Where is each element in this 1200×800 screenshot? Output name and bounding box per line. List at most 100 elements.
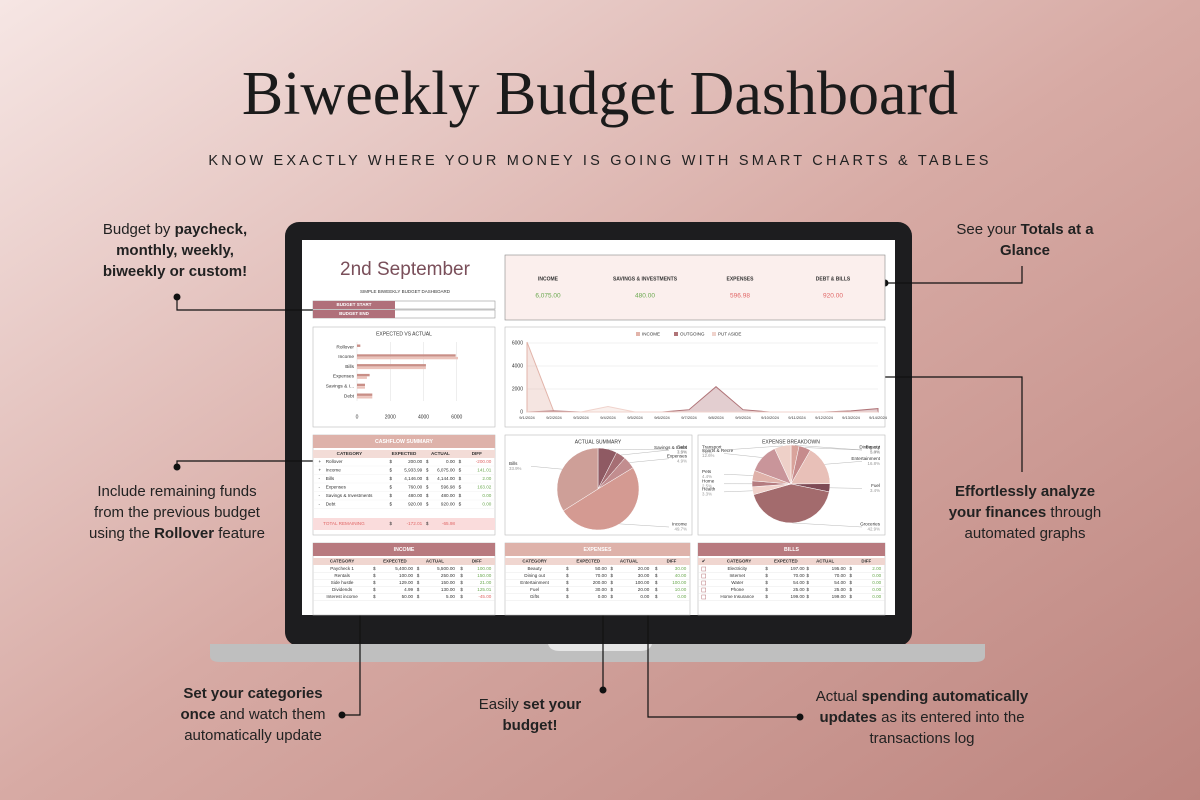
table-header-band <box>313 450 495 458</box>
currency: $ <box>389 521 392 526</box>
currency: $ <box>460 573 463 578</box>
row-category: Income <box>326 468 342 473</box>
callout-segment: as its entered into the <box>877 709 1025 726</box>
callout-text: Glance <box>1000 242 1050 259</box>
currency: $ <box>849 573 852 578</box>
x-tick-label: 9/4/2024 <box>600 415 616 420</box>
row-category: Rollover <box>326 459 343 464</box>
x-tick-label: 9/6/2024 <box>654 415 670 420</box>
column-header: CATEGORY <box>330 559 354 564</box>
table-title-band <box>313 435 495 448</box>
currency: $ <box>806 573 809 578</box>
currency: $ <box>610 594 613 599</box>
diff: 21.00 <box>480 580 492 585</box>
pie-label: Bills <box>509 461 518 466</box>
currency: $ <box>610 587 613 592</box>
currency: $ <box>426 502 429 507</box>
diff: 0.00 <box>482 493 491 498</box>
legend-swatch <box>712 332 716 336</box>
row-sign: + <box>318 459 321 464</box>
currency: $ <box>655 580 658 585</box>
row-category: Fuel <box>530 587 539 592</box>
y-tick-label: Debt <box>344 393 355 399</box>
bar <box>357 396 373 399</box>
pie-label: Health <box>702 487 716 492</box>
currency: $ <box>765 594 768 599</box>
x-tick-label: 9/2/2024 <box>546 415 562 420</box>
callout-segment: Glance <box>1000 242 1050 259</box>
bar <box>357 354 456 357</box>
bar <box>357 383 365 387</box>
amount: 129.00 <box>399 580 413 585</box>
pie-slice <box>556 447 599 512</box>
row-category: Dividends <box>332 587 353 592</box>
callout-text: Include remaining funds <box>97 483 256 500</box>
row-category: Gifts <box>530 594 540 599</box>
table-title: BILLS <box>784 547 800 553</box>
column-header: EXPECTED <box>383 559 407 564</box>
column-header: EXPECTED <box>774 559 798 564</box>
column-header: ✔ <box>702 559 706 564</box>
x-tick-label: 9/12/2024 <box>815 415 834 420</box>
currency: $ <box>566 587 569 592</box>
callout-text: Budget by paycheck, <box>103 221 247 238</box>
column-header: DIFF <box>472 559 482 564</box>
pie-leader <box>620 449 670 456</box>
total-amount: -65.98 <box>442 521 455 526</box>
column-header: ACTUAL <box>620 559 638 564</box>
column-header: CATEGORY <box>522 559 546 564</box>
leader-line <box>176 297 313 311</box>
amount: 130.00 <box>441 587 455 592</box>
row-category: Beauty <box>527 566 542 571</box>
currency: $ <box>389 502 392 507</box>
table-title: INCOME <box>394 547 415 553</box>
pie-value-label: 7.0% <box>702 450 712 455</box>
callout-text: biweekly or custom! <box>103 263 247 280</box>
pie-label: Sports & Recre <box>702 448 734 453</box>
diff: 125.01 <box>477 587 491 592</box>
y-tick-label: 6000 <box>512 340 523 346</box>
pie-leader <box>607 448 670 451</box>
x-tick-label: 0 <box>356 414 359 420</box>
table-header-band <box>698 558 885 565</box>
currency: $ <box>417 594 420 599</box>
currency: $ <box>417 566 420 571</box>
currency: $ <box>417 573 420 578</box>
currency: $ <box>389 476 392 481</box>
column-header: DIFF <box>667 559 677 564</box>
pie-leader <box>530 466 563 470</box>
pie-value-label: 16.8% <box>868 461 881 466</box>
amount: 54.00 <box>834 580 846 585</box>
pie-label: Savings & Inves <box>654 445 688 450</box>
diff: 163.02 <box>477 485 491 490</box>
total-amount: -172.01 <box>407 521 423 526</box>
leader-dot <box>338 711 346 719</box>
callout-text: monthly, weekly, <box>116 242 234 259</box>
table-title-band <box>505 543 690 556</box>
amount: 5,500.00 <box>437 566 455 571</box>
total-label: DEBT & BILLS <box>816 276 851 282</box>
row-category: Bills <box>326 476 335 481</box>
callout-segment: using the <box>89 525 154 542</box>
callout-text: from the previous budget <box>94 504 261 521</box>
callout-segment: transactions log <box>869 730 974 747</box>
pie-slice <box>562 467 640 531</box>
currency: $ <box>459 493 462 498</box>
pie-label: Home <box>702 479 715 484</box>
amount: 30.00 <box>595 587 607 592</box>
callout-text: automated graphs <box>965 525 1086 542</box>
chart-title: EXPECTED VS ACTUAL <box>376 331 432 337</box>
pie-value-label: 3.4% <box>870 488 880 493</box>
currency: $ <box>459 485 462 490</box>
currency: $ <box>655 594 658 599</box>
callout-text: once and watch them <box>180 706 325 723</box>
row-category: Electricity <box>727 566 747 571</box>
y-tick-label: Income <box>338 354 354 360</box>
laptop-base <box>210 644 985 662</box>
pie-leader <box>723 474 753 476</box>
callout-text: budget! <box>503 717 558 734</box>
column-header: DIFF <box>472 451 482 456</box>
row-category: Internet <box>729 573 745 578</box>
pie-label: Entertainment <box>851 456 880 461</box>
